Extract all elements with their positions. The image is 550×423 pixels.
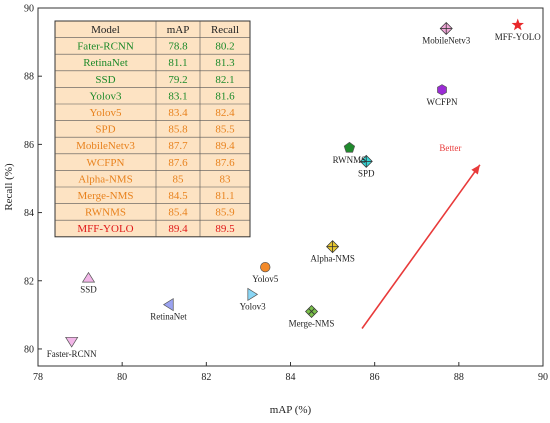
table-cell-model: MobileNetv3 (76, 140, 135, 152)
table-header-cell: mAP (167, 24, 190, 36)
table-cell-recall: 82.4 (215, 107, 235, 119)
table-cell-map: 89.4 (168, 223, 188, 235)
data-points: Faster-RCNNRetinaNetSSDYolov3Yolov5SPDMo… (47, 18, 542, 359)
point-mff-yolo: MFF-YOLO (495, 18, 542, 42)
point-label: Faster-RCNN (47, 349, 97, 359)
x-tick-label: 86 (370, 372, 380, 383)
point-label: Yolov5 (252, 274, 279, 284)
point-label: Yolov3 (240, 301, 267, 311)
x-axis: 78 80 82 84 86 88 90 (33, 362, 548, 383)
point-label: Merge-NMS (289, 318, 335, 328)
x-tick-label: 88 (454, 372, 464, 383)
table-cell-map: 87.6 (168, 157, 188, 169)
point-ssd: SSD (80, 271, 97, 294)
point-label: RWNMS (333, 155, 367, 165)
y-tick-label: 82 (24, 276, 34, 287)
x-tick-label: 80 (117, 372, 127, 383)
triangle-down-marker (65, 336, 79, 348)
y-tick-label: 86 (24, 140, 34, 151)
table-cell-model: WCFPN (87, 157, 125, 169)
table-cell-recall: 82.1 (215, 74, 234, 86)
table-cell-map: 85 (173, 173, 185, 185)
star-marker (511, 18, 524, 31)
table-background (54, 20, 251, 238)
table-cell-recall: 81.1 (215, 190, 234, 202)
point-label: MobileNetv3 (422, 35, 470, 45)
x-tick-label: 84 (286, 372, 296, 383)
point-label: MFF-YOLO (495, 32, 542, 42)
table-cell-map: 83.1 (168, 90, 187, 102)
table-cell-map: 83.4 (168, 107, 188, 119)
better-annotation-label: Better (439, 143, 461, 153)
table-cell-recall: 89.5 (215, 223, 235, 235)
point-retinanet: RetinaNet (150, 297, 187, 322)
table-cell-recall: 87.6 (215, 157, 235, 169)
table-cell-map: 78.8 (168, 41, 188, 53)
table-header-cell: Model (91, 24, 120, 36)
table-cell-model: SPD (95, 124, 115, 136)
hexagon-marker (437, 84, 447, 96)
x-axis-title: mAP (%) (270, 404, 312, 416)
triangle-left-marker (162, 297, 174, 312)
y-tick-label: 88 (24, 72, 34, 83)
point-wcfpn: WCFPN (426, 84, 458, 107)
y-tick-label: 84 (24, 208, 34, 219)
table-cell-recall: 83 (220, 173, 232, 185)
table-cell-recall: 85.5 (215, 124, 235, 136)
y-axis: 80 82 84 86 88 90 (24, 4, 42, 355)
table-cell-map: 79.2 (168, 74, 187, 86)
triangle-up-marker (81, 271, 96, 283)
point-merge-nms: Merge-NMS (289, 304, 335, 328)
table-cell-map: 81.1 (168, 57, 187, 69)
y-axis-title: Recall (%) (3, 163, 15, 211)
table-cell-map: 85.4 (168, 207, 188, 219)
pentagon-marker (343, 141, 356, 153)
point-label: WCFPN (426, 97, 458, 107)
x-tick-label: 78 (33, 372, 43, 383)
table-cell-model: MFF-YOLO (77, 223, 133, 235)
table-cell-model: Fater-RCNN (77, 41, 134, 53)
table-header-cell: Recall (211, 24, 239, 36)
point-yolov3: Yolov3 (240, 287, 267, 311)
better-arrow-head (471, 164, 480, 175)
point-rwnms: RWNMS (333, 141, 367, 165)
point-mobilenetv3: MobileNetv3 (422, 21, 471, 45)
point-label: SPD (358, 168, 375, 178)
table-cell-recall: 81.6 (215, 90, 235, 102)
table-cell-model: Alpha-NMS (78, 173, 132, 185)
y-tick-label: 80 (24, 344, 34, 355)
point-faster-rcnn: Faster-RCNN (47, 336, 97, 359)
table-cell-model: Yolov3 (90, 90, 122, 102)
y-tick-label: 90 (24, 4, 34, 15)
better-annotation: Better (361, 143, 481, 329)
circle-marker (260, 261, 271, 273)
better-arrow-line (361, 164, 481, 329)
diamond-x-line (308, 308, 315, 315)
table-cell-map: 85.8 (168, 124, 188, 136)
table-cell-model: Yolov5 (90, 107, 122, 119)
point-yolov5: Yolov5 (252, 261, 279, 284)
table-cell-model: SSD (95, 74, 115, 86)
x-tick-label: 82 (201, 372, 211, 383)
point-label: SSD (80, 284, 97, 294)
table-cell-recall: 89.4 (215, 140, 235, 152)
point-spd: SPD (358, 154, 375, 178)
table-cell-recall: 81.3 (215, 57, 235, 69)
results-table: Model mAP Recall Fater-RCNN 78.8 80.2 RetinaNe… (54, 20, 251, 238)
table-cell-model: RWNMS (85, 207, 126, 219)
table-cell-recall: 80.2 (215, 41, 234, 53)
table-cell-map: 84.5 (168, 190, 188, 202)
table-cell-model: Merge-NMS (77, 190, 133, 202)
point-label: RetinaNet (150, 312, 187, 322)
table-cell-map: 87.7 (168, 140, 188, 152)
x-tick-label: 90 (538, 372, 548, 383)
point-alpha-nms: Alpha-NMS (310, 240, 355, 264)
table-cell-recall: 85.9 (215, 207, 235, 219)
triangle-right-marker (247, 287, 259, 302)
point-label: Alpha-NMS (310, 254, 355, 264)
table-cell-model: RetinaNet (83, 57, 128, 69)
